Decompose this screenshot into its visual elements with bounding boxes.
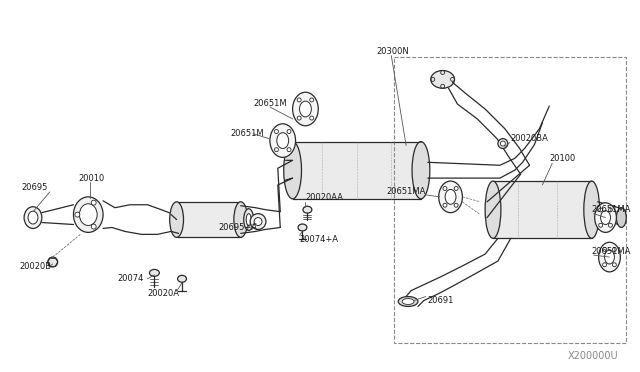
Text: 20020B: 20020B <box>19 263 51 272</box>
Ellipse shape <box>298 224 307 231</box>
Bar <box>177 202 241 237</box>
Ellipse shape <box>402 299 414 304</box>
Ellipse shape <box>598 242 620 272</box>
Circle shape <box>275 129 278 134</box>
Ellipse shape <box>595 203 616 232</box>
Ellipse shape <box>303 206 312 213</box>
Circle shape <box>92 200 96 205</box>
Text: 20651MA: 20651MA <box>387 187 426 196</box>
Ellipse shape <box>445 189 456 204</box>
Text: 20074: 20074 <box>118 274 144 283</box>
Ellipse shape <box>438 181 462 213</box>
Bar <box>493 181 592 238</box>
Text: 20651M: 20651M <box>253 99 287 108</box>
Ellipse shape <box>412 142 430 199</box>
Ellipse shape <box>150 269 159 276</box>
Ellipse shape <box>79 204 97 225</box>
Circle shape <box>454 186 458 190</box>
Ellipse shape <box>485 181 501 238</box>
Circle shape <box>310 116 314 120</box>
Text: 20020AA: 20020AA <box>305 193 344 202</box>
Circle shape <box>287 129 291 134</box>
Circle shape <box>612 263 616 267</box>
Circle shape <box>275 148 278 152</box>
Ellipse shape <box>584 181 600 238</box>
Ellipse shape <box>270 124 296 157</box>
Text: 20020BA: 20020BA <box>511 134 548 143</box>
Circle shape <box>75 212 80 217</box>
Circle shape <box>297 116 301 120</box>
Circle shape <box>598 208 603 212</box>
Circle shape <box>454 203 458 207</box>
Ellipse shape <box>246 214 251 225</box>
Bar <box>394 57 627 343</box>
Text: 20651M: 20651M <box>230 129 264 138</box>
Text: 20695: 20695 <box>21 183 47 192</box>
Ellipse shape <box>398 296 418 307</box>
Circle shape <box>443 186 447 190</box>
Circle shape <box>598 223 603 227</box>
Circle shape <box>609 223 612 227</box>
Text: 20074+A: 20074+A <box>300 235 339 244</box>
Ellipse shape <box>300 101 311 117</box>
Text: 20100: 20100 <box>549 154 575 163</box>
Ellipse shape <box>600 211 611 224</box>
Text: 20691: 20691 <box>428 296 454 305</box>
Text: 20695+A: 20695+A <box>219 223 257 232</box>
Circle shape <box>603 247 607 251</box>
Bar <box>292 142 421 199</box>
Circle shape <box>92 224 96 229</box>
Circle shape <box>254 218 262 225</box>
Ellipse shape <box>431 71 454 88</box>
Text: 20300N: 20300N <box>376 47 409 56</box>
Circle shape <box>443 203 447 207</box>
Text: 20651MA: 20651MA <box>592 205 631 214</box>
Circle shape <box>603 263 607 267</box>
Text: X200000U: X200000U <box>568 351 618 361</box>
Ellipse shape <box>605 250 614 264</box>
Circle shape <box>287 148 291 152</box>
Circle shape <box>297 98 301 102</box>
Ellipse shape <box>284 142 301 199</box>
Ellipse shape <box>28 211 38 224</box>
Ellipse shape <box>292 92 318 126</box>
Ellipse shape <box>234 202 248 237</box>
Circle shape <box>310 98 314 102</box>
Ellipse shape <box>177 275 186 282</box>
Ellipse shape <box>24 207 42 228</box>
Circle shape <box>612 247 616 251</box>
Ellipse shape <box>616 208 627 227</box>
Text: 20020A: 20020A <box>147 289 179 298</box>
Circle shape <box>48 257 58 267</box>
Text: 20651MA: 20651MA <box>592 247 631 256</box>
Text: 20010: 20010 <box>78 174 104 183</box>
Ellipse shape <box>244 209 253 230</box>
Circle shape <box>250 214 266 230</box>
Circle shape <box>500 141 506 146</box>
Ellipse shape <box>170 202 184 237</box>
Ellipse shape <box>74 197 103 232</box>
Ellipse shape <box>277 133 289 148</box>
Circle shape <box>609 208 612 212</box>
Circle shape <box>498 139 508 148</box>
